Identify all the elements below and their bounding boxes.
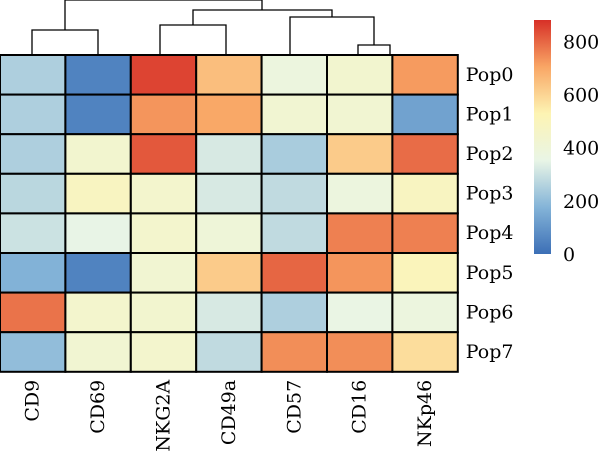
heatmap-cell bbox=[64, 252, 132, 294]
column-dendrogram bbox=[31, 0, 391, 55]
heatmap-cell bbox=[195, 133, 263, 175]
heatmap-cell bbox=[260, 133, 329, 175]
column-labels: CD9 CD69 NKG2A CD49a CD57 CD16 NKp46 bbox=[22, 380, 436, 452]
heatmap-cell bbox=[64, 93, 132, 136]
heatmap-cells bbox=[0, 54, 459, 373]
dendrogram-link bbox=[64, 0, 263, 30]
heatmap-cell bbox=[391, 133, 459, 175]
heatmap-cell bbox=[260, 252, 329, 294]
heatmap-cell bbox=[64, 133, 132, 175]
heatmap-cell bbox=[326, 331, 394, 373]
heatmap-cell bbox=[326, 291, 394, 334]
column-label: CD57 bbox=[283, 380, 305, 434]
heatmap-cell bbox=[391, 331, 459, 373]
heatmap-cell bbox=[326, 133, 394, 175]
colorbar-tick-label: 400 bbox=[563, 138, 599, 160]
row-label: Pop1 bbox=[466, 103, 514, 125]
heatmap-cell bbox=[391, 291, 459, 334]
row-label: Pop3 bbox=[466, 183, 514, 205]
heatmap-cell bbox=[129, 291, 198, 334]
heatmap-cell bbox=[0, 212, 67, 254]
heatmap-cell bbox=[195, 331, 263, 373]
colorbar-tick-label: 800 bbox=[563, 31, 599, 53]
heatmap-cell bbox=[195, 291, 263, 334]
heatmap-cell bbox=[195, 93, 263, 136]
heatmap-cell bbox=[391, 172, 459, 215]
heatmap-cell bbox=[64, 54, 132, 96]
heatmap-cell bbox=[260, 172, 329, 215]
dendrogram-link bbox=[357, 44, 391, 55]
dendrogram-link bbox=[159, 24, 227, 55]
colorbar-tick-label: 600 bbox=[563, 84, 599, 106]
heatmap-cell bbox=[129, 212, 198, 254]
heatmap-cell bbox=[129, 172, 198, 215]
heatmap-cell bbox=[0, 252, 67, 294]
heatmap-cell bbox=[129, 331, 198, 373]
row-label: Pop4 bbox=[466, 222, 514, 244]
colorbar-tick-label: 200 bbox=[563, 191, 599, 213]
heatmap-cell bbox=[195, 172, 263, 215]
dendrogram-link bbox=[31, 29, 99, 55]
heatmap-cell bbox=[326, 212, 394, 254]
column-label: CD16 bbox=[349, 380, 371, 434]
heatmap-cell bbox=[129, 252, 198, 294]
heatmap-cell bbox=[195, 252, 263, 294]
colorbar: 0 200 400 600 800 bbox=[534, 20, 599, 266]
colorbar-tick-label: 0 bbox=[563, 244, 575, 266]
column-label: CD69 bbox=[87, 380, 109, 434]
heatmap-cell bbox=[64, 291, 132, 334]
heatmap-cell bbox=[391, 93, 459, 136]
heatmap-cell bbox=[326, 54, 394, 96]
column-label: CD49a bbox=[218, 380, 240, 445]
heatmap-cell bbox=[326, 172, 394, 215]
heatmap-cell bbox=[0, 93, 67, 136]
heatmap-cell bbox=[0, 54, 67, 96]
dendrogram-link bbox=[289, 16, 375, 55]
colorbar-gradient bbox=[534, 20, 551, 254]
heatmap-cell bbox=[64, 172, 132, 215]
row-labels: Pop0 Pop1 Pop2 Pop3 Pop4 Pop5 Pop6 Pop7 bbox=[466, 64, 514, 363]
heatmap-cell bbox=[260, 331, 329, 373]
heatmap-cell bbox=[129, 133, 198, 175]
heatmap-cell bbox=[260, 212, 329, 254]
heatmap-cell bbox=[260, 54, 329, 96]
column-label: NKG2A bbox=[153, 380, 175, 452]
column-label: CD9 bbox=[22, 380, 44, 422]
heatmap-cell bbox=[0, 331, 67, 373]
heatmap-cell bbox=[260, 291, 329, 334]
heatmap-cell bbox=[129, 54, 198, 96]
heatmap-cell bbox=[64, 212, 132, 254]
heatmap-cell bbox=[326, 93, 394, 136]
heatmap-cell bbox=[391, 212, 459, 254]
heatmap-cell bbox=[326, 252, 394, 294]
heatmap-cell bbox=[391, 54, 459, 96]
heatmap-cell bbox=[64, 331, 132, 373]
heatmap-cell bbox=[391, 252, 459, 294]
heatmap-cell bbox=[260, 93, 329, 136]
heatmap-cell bbox=[0, 133, 67, 175]
row-label: Pop0 bbox=[466, 64, 514, 86]
heatmap-cell bbox=[195, 54, 263, 96]
column-label: NKp46 bbox=[414, 380, 436, 447]
heatmap-cell bbox=[195, 212, 263, 254]
row-label: Pop5 bbox=[466, 262, 514, 284]
heatmap-cell bbox=[0, 172, 67, 215]
heatmap-cell bbox=[129, 93, 198, 136]
row-label: Pop2 bbox=[466, 143, 514, 165]
row-label: Pop6 bbox=[466, 301, 514, 323]
row-label: Pop7 bbox=[466, 341, 514, 363]
heatmap-cell bbox=[0, 291, 67, 334]
